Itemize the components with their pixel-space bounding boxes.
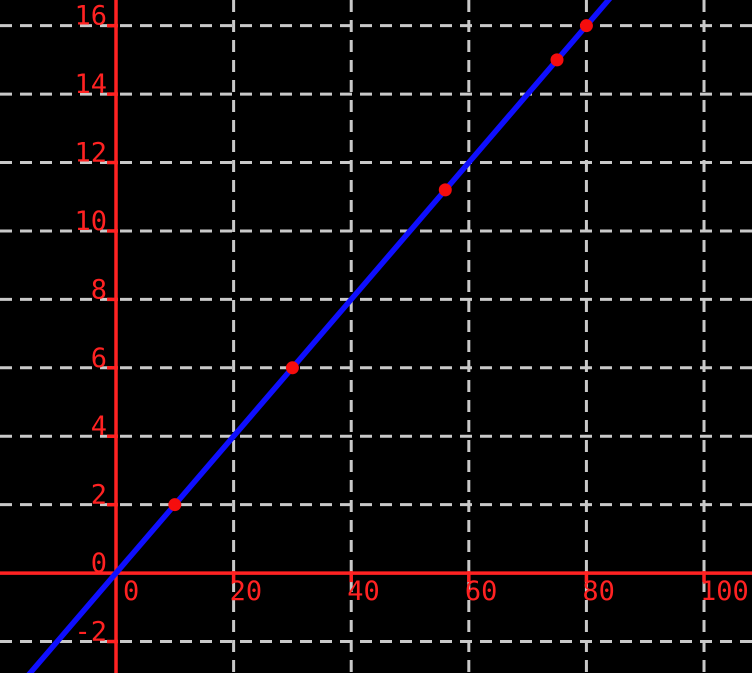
tick-label-y--2: -2 [74, 617, 107, 648]
tick-label-x-60: 60 [465, 576, 498, 607]
tick-label-y-4: 4 [91, 411, 107, 442]
tick-label-y-14: 14 [74, 69, 107, 100]
tick-label-x-40: 40 [347, 576, 380, 607]
tick-label-y-2: 2 [91, 480, 107, 511]
series-points [168, 19, 593, 512]
tick-label-y-0: 0 [91, 548, 107, 579]
data-point-3 [550, 53, 564, 67]
data-point-2 [438, 183, 452, 197]
tick-label-y-16: 16 [74, 1, 107, 32]
tick-labels: -2 0 2 4 6 8 10 12 14 16 0 20 40 60 80 100 [74, 1, 748, 648]
tick-label-y-8: 8 [91, 274, 107, 305]
data-point-0 [168, 498, 182, 512]
tick-label-x-0: 0 [123, 576, 139, 607]
tick-label-y-6: 6 [91, 343, 107, 374]
axis-ticks [107, 23, 706, 644]
tick-label-x-80: 80 [582, 576, 615, 607]
tick-label-y-10: 10 [74, 206, 107, 237]
data-point-1 [285, 361, 299, 375]
data-point-4 [579, 19, 593, 33]
tick-label-y-12: 12 [74, 138, 107, 169]
tick-label-x-20: 20 [230, 576, 263, 607]
tick-label-x-100: 100 [700, 576, 749, 607]
